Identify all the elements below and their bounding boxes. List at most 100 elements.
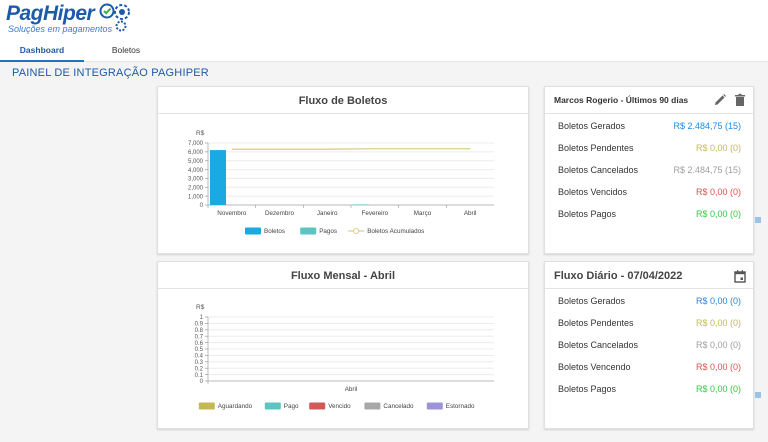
y-tick-label: 3,000 — [188, 177, 204, 183]
legend-label: Cancelado — [383, 403, 414, 410]
y-tick-label: 0.9 — [195, 322, 204, 328]
stats-value: R$ 0,00 (0) — [695, 143, 741, 153]
y-tick-label: 7,000 — [188, 141, 204, 147]
mensal-chart: R$ 00.10.20.30.40.50.60.70.80.91 Abril Agua… — [195, 304, 494, 410]
stats-value: R$ 2.484,75 (15) — [673, 121, 741, 131]
resize-handle[interactable] — [755, 392, 761, 398]
nav-tabs: Dashboard Boletos — [0, 40, 168, 62]
stats-row: Boletos Gerados R$ 2.484,75 (15) — [558, 121, 741, 135]
bar — [210, 150, 226, 205]
brand-logo[interactable]: PagHiper Soluções em pagamentos — [6, 2, 130, 38]
y-tick-label: 0.7 — [195, 334, 204, 340]
legend-swatch — [426, 402, 443, 410]
legend-swatch-marker — [353, 228, 360, 234]
y-tick-label: 0.2 — [195, 366, 204, 372]
divider — [158, 288, 528, 289]
chart-card-boletos: Fluxo de Boletos R$ 0 1,000 2,000 3,000 4,000… — [157, 86, 529, 254]
legend-label: Boletos Acumulados — [367, 228, 424, 235]
stats-value: R$ 0,00 (0) — [695, 384, 741, 394]
chart-card-mensal: Fluxo Mensal - Abril R$ 0 0.1 0.2 0.3 0.4 0.5 0… — [157, 261, 529, 429]
stats-label: Boletos Cancelados — [558, 165, 639, 175]
y-unit-label: R$ — [196, 304, 205, 311]
brand-name: PagHiper — [6, 2, 95, 25]
divider — [545, 288, 753, 289]
calendar-icon[interactable] — [733, 269, 747, 283]
stats-value: R$ 0,00 (0) — [695, 340, 741, 350]
top-bar: PagHiper Soluções em pagamentos Dashboar… — [0, 0, 768, 62]
legend-swatch — [309, 402, 326, 410]
stats-row: Boletos Pendentes R$ 0,00 (0) — [558, 143, 741, 157]
x-tick-label: Março — [414, 210, 432, 217]
stats-label: Boletos Pendentes — [558, 143, 634, 153]
legend-label: Pagos — [319, 228, 337, 235]
stats-row: Boletos Vencidos R$ 0,00 (0) — [558, 187, 741, 201]
stats-label: Boletos Cancelados — [558, 340, 639, 350]
y-tick-label: 0 — [200, 203, 204, 209]
x-tick-label: Dezembro — [265, 210, 295, 217]
legend-swatch — [300, 227, 317, 235]
stats-title: Fluxo Diário - 07/04/2022 — [554, 270, 683, 282]
y-tick-label: 0.3 — [195, 360, 204, 366]
brand-tagline: Soluções em pagamentos — [8, 24, 113, 34]
y-tick-label: 4,000 — [188, 168, 204, 174]
stats-label: Boletos Vencendo — [558, 362, 631, 372]
legend-label: Boletos — [264, 228, 285, 235]
tab-dashboard[interactable]: Dashboard — [0, 40, 84, 62]
legend-swatch — [245, 227, 261, 235]
stats-label: Boletos Pendentes — [558, 318, 634, 328]
stats-value: R$ 0,00 (0) — [695, 318, 741, 328]
divider — [158, 113, 528, 114]
legend-label: Aguardando — [218, 403, 253, 410]
stats-label: Boletos Gerados — [558, 121, 626, 131]
y-unit-label: R$ — [196, 130, 205, 137]
stats-label: Boletos Pagos — [558, 384, 617, 394]
resize-handle[interactable] — [755, 217, 761, 223]
stats-card-diario: Fluxo Diário - 07/04/2022 Boletos Gerado… — [544, 261, 761, 429]
y-tick-label: 0.6 — [195, 341, 204, 347]
legend-swatch — [264, 402, 281, 410]
y-tick-label: 0.4 — [195, 354, 204, 360]
y-tick-label: 0.8 — [195, 328, 204, 334]
stats-value: R$ 2.484,75 (15) — [673, 165, 741, 175]
chart-title: Fluxo Mensal - Abril — [290, 270, 396, 282]
x-tick-label: Fevereiro — [362, 210, 389, 217]
y-tick-label: 0 — [200, 379, 204, 385]
legend-swatch — [198, 402, 215, 410]
legend-label: Pago — [284, 403, 299, 410]
stats-row: Boletos Vencendo R$ 0,00 (0) — [558, 362, 741, 376]
stats-value: R$ 0,00 (0) — [695, 296, 741, 306]
y-tick-label: 1 — [200, 315, 204, 321]
divider — [545, 113, 753, 114]
stats-row: Boletos Pagos R$ 0,00 (0) — [558, 384, 741, 398]
stats-label: Boletos Gerados — [558, 296, 626, 306]
stats-label: Boletos Pagos — [558, 209, 617, 219]
y-tick-label: 0.1 — [195, 373, 204, 379]
legend-label: Estornado — [446, 403, 475, 410]
trash-icon[interactable] — [733, 93, 747, 107]
page-title: PAINEL DE INTEGRAÇÃO PAGHIPER — [12, 67, 209, 79]
stats-row: Boletos Pendentes R$ 0,00 (0) — [558, 318, 741, 332]
x-tick-label: Novembro — [217, 210, 247, 217]
stats-label: Boletos Vencidos — [558, 187, 628, 197]
stats-row: Boletos Gerados R$ 0,00 (0) — [558, 296, 741, 310]
boletos-chart: R$ 0 1,000 2,000 3,000 4,000 5,000 6,000 7,000 No… — [188, 130, 494, 235]
stats-row: Boletos Cancelados R$ 0,00 (0) — [558, 340, 741, 354]
stats-title: Marcos Rogerio - Últimos 90 dias — [554, 95, 689, 105]
pencil-icon[interactable] — [713, 93, 727, 107]
legend-label: Vencido — [328, 403, 351, 410]
stats-card-90-dias: Marcos Rogerio - Últimos 90 dias Boletos… — [544, 86, 761, 254]
y-tick-label: 2,000 — [188, 185, 204, 191]
y-tick-label: 6,000 — [188, 150, 204, 156]
stats-value: R$ 0,00 (0) — [695, 362, 741, 372]
x-tick-label: Abril — [345, 386, 358, 393]
y-tick-label: 1,000 — [188, 194, 204, 200]
chart-title: Fluxo de Boletos — [298, 95, 388, 107]
stats-value: R$ 0,00 (0) — [695, 187, 741, 197]
legend-swatch — [364, 402, 381, 410]
gear-check-icon — [99, 3, 130, 32]
tab-boletos[interactable]: Boletos — [111, 45, 141, 55]
y-tick-label: 0.5 — [195, 347, 204, 353]
stats-row: Boletos Cancelados R$ 2.484,75 (15) — [558, 165, 741, 179]
stats-value: R$ 0,00 (0) — [695, 209, 741, 219]
stats-row: Boletos Pagos R$ 0,00 (0) — [558, 209, 741, 223]
